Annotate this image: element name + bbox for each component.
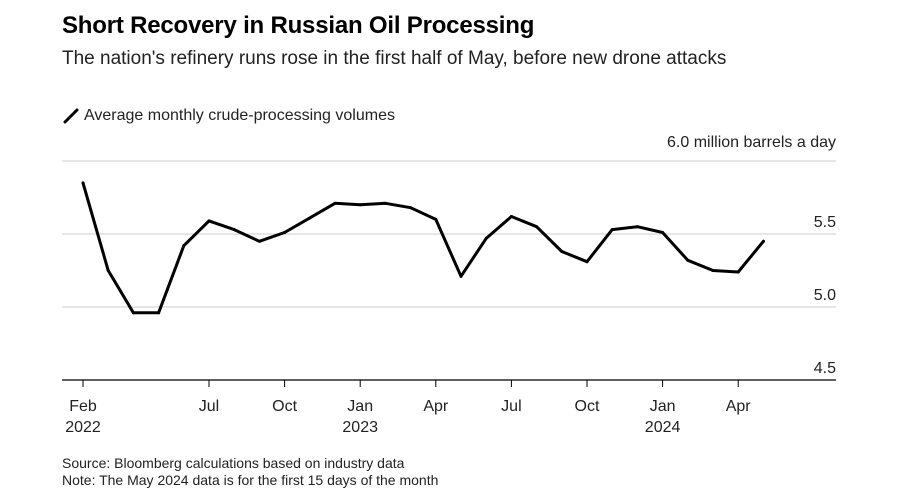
y-tick-label: 5.5 bbox=[814, 214, 836, 231]
unit-label: 6.0 million barrels a day bbox=[667, 134, 836, 151]
data-point bbox=[736, 270, 740, 274]
data-point bbox=[383, 201, 387, 205]
data-point bbox=[560, 250, 564, 254]
data-point bbox=[409, 206, 413, 210]
x-tick-label: Apr bbox=[423, 398, 449, 415]
y-tick-label: 4.5 bbox=[814, 360, 836, 377]
data-point bbox=[333, 201, 337, 205]
series-layer bbox=[81, 181, 765, 315]
x-tick-label: Jul bbox=[199, 398, 219, 415]
series-line bbox=[81, 181, 765, 315]
grid-lines bbox=[62, 160, 836, 381]
data-point bbox=[106, 269, 110, 272]
chart-title: Short Recovery in Russian Oil Processing bbox=[62, 12, 535, 39]
x-tick-label: Feb bbox=[69, 398, 97, 415]
legend: Average monthly crude-processing volumes bbox=[62, 106, 395, 126]
data-point bbox=[308, 216, 312, 220]
data-point bbox=[484, 236, 488, 240]
legend-label: Average monthly crude-processing volumes bbox=[84, 107, 395, 124]
x-tick-label: Jul bbox=[501, 398, 521, 415]
data-point bbox=[661, 231, 665, 235]
footer: Source: Bloomberg calculations based on … bbox=[62, 455, 438, 489]
data-point bbox=[358, 203, 362, 207]
line-chart: 4.5 5.0 5.5 Feb 2022 Jul Oct Jan 2023 Apr Jul Oct J… bbox=[62, 160, 836, 436]
legend-line-icon bbox=[63, 108, 79, 124]
data-point bbox=[207, 219, 211, 223]
x-tick-label: Jan bbox=[347, 398, 373, 415]
data-point bbox=[509, 214, 513, 218]
data-point bbox=[535, 225, 539, 229]
x-tick-year-label: 2024 bbox=[645, 419, 681, 436]
x-tick-label: Jan bbox=[650, 398, 676, 415]
data-point bbox=[761, 239, 765, 243]
y-tick-label: 5.0 bbox=[814, 287, 836, 304]
data-point bbox=[257, 239, 261, 243]
data-point bbox=[585, 260, 589, 264]
data-point bbox=[232, 228, 236, 232]
data-point bbox=[283, 231, 287, 235]
source-note: Source: Bloomberg calculations based on … bbox=[62, 455, 405, 471]
data-point bbox=[131, 311, 135, 315]
data-point bbox=[81, 181, 85, 185]
data-point bbox=[686, 258, 690, 262]
x-tick-year-label: 2023 bbox=[342, 419, 378, 436]
x-tick-label: Apr bbox=[726, 398, 752, 415]
data-point bbox=[610, 228, 614, 232]
data-point bbox=[711, 269, 715, 272]
chart-subtitle: The nation's refinery runs rose in the f… bbox=[62, 48, 727, 69]
data-point bbox=[182, 244, 186, 248]
data-point bbox=[434, 217, 438, 221]
y-axis-ticks: 4.5 5.0 5.5 bbox=[814, 214, 836, 377]
data-note: Note: The May 2024 data is for the first… bbox=[62, 472, 439, 488]
x-tick-label: Oct bbox=[575, 398, 600, 415]
data-point bbox=[157, 311, 161, 315]
x-tick-label: Oct bbox=[272, 398, 297, 415]
x-axis: Feb 2022 Jul Oct Jan 2023 Apr Jul Oct Jan 2024 Apr bbox=[65, 380, 751, 436]
data-point bbox=[459, 274, 463, 278]
x-tick-year-label: 2022 bbox=[65, 419, 101, 436]
data-point bbox=[635, 225, 639, 229]
